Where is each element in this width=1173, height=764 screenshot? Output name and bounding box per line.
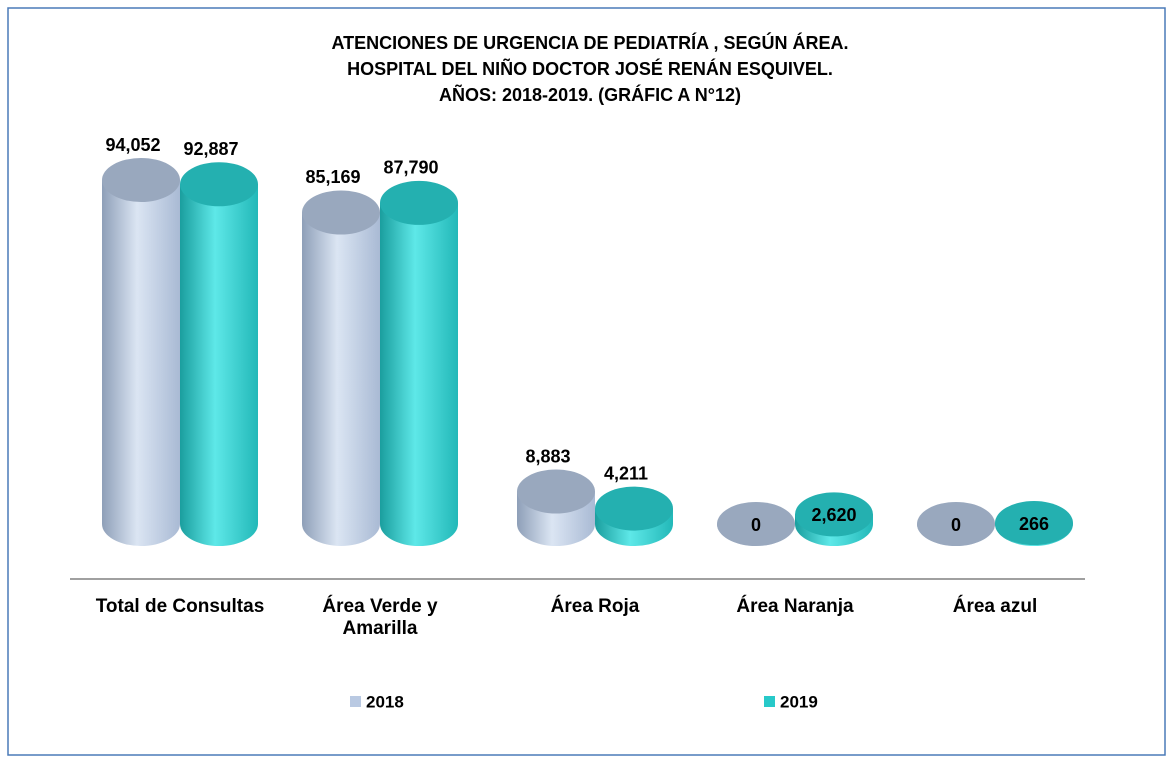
chart-title: AÑOS: 2018-2019. (GRÁFIC A N°12) <box>439 84 741 105</box>
cylinder-top <box>717 502 795 546</box>
chart-title: ATENCIONES DE URGENCIA DE PEDIATRÍA , SE… <box>331 32 848 53</box>
value-label: 85,169 <box>305 167 360 187</box>
cylinder-top <box>795 492 873 537</box>
value-label: 92,887 <box>183 139 238 159</box>
legend-label: 2018 <box>366 692 404 711</box>
cylinder-top <box>102 158 180 202</box>
value-label: 4,211 <box>604 463 648 483</box>
frame <box>7 7 1166 756</box>
value-label: 0 <box>751 515 761 535</box>
cylinder-top <box>917 502 995 546</box>
legend-swatch <box>350 696 361 707</box>
value-label: 266 <box>1019 514 1049 534</box>
cylinder-top <box>302 190 380 235</box>
cylinder <box>102 180 180 546</box>
cylinder-top <box>517 469 595 514</box>
cylinder-top <box>595 486 673 531</box>
x-tick-label: Total de Consultas <box>95 596 265 617</box>
cylinder <box>302 212 380 546</box>
legend-swatch <box>764 696 775 707</box>
cylinder-top <box>380 180 458 225</box>
value-label: 8,883 <box>525 446 570 466</box>
x-tick-label: Área Naranja <box>736 596 854 617</box>
value-label: 94,052 <box>105 135 160 155</box>
cylinder <box>180 184 258 546</box>
value-label: 0 <box>951 515 961 535</box>
chart-title: HOSPITAL DEL NIÑO DOCTOR JOSÉ RENÁN ESQU… <box>347 58 833 79</box>
value-label: 87,790 <box>383 158 438 178</box>
cylinder-top <box>995 501 1073 546</box>
legend-label: 2019 <box>780 692 818 711</box>
x-tick-label: Área azul <box>952 596 1038 617</box>
x-tick-label: Área Roja <box>550 596 640 617</box>
cylinder <box>380 202 458 547</box>
value-label: 2,620 <box>811 505 856 525</box>
cylinder-top <box>180 162 258 207</box>
x-tick-label: Área Verde y Amarilla <box>322 596 438 639</box>
